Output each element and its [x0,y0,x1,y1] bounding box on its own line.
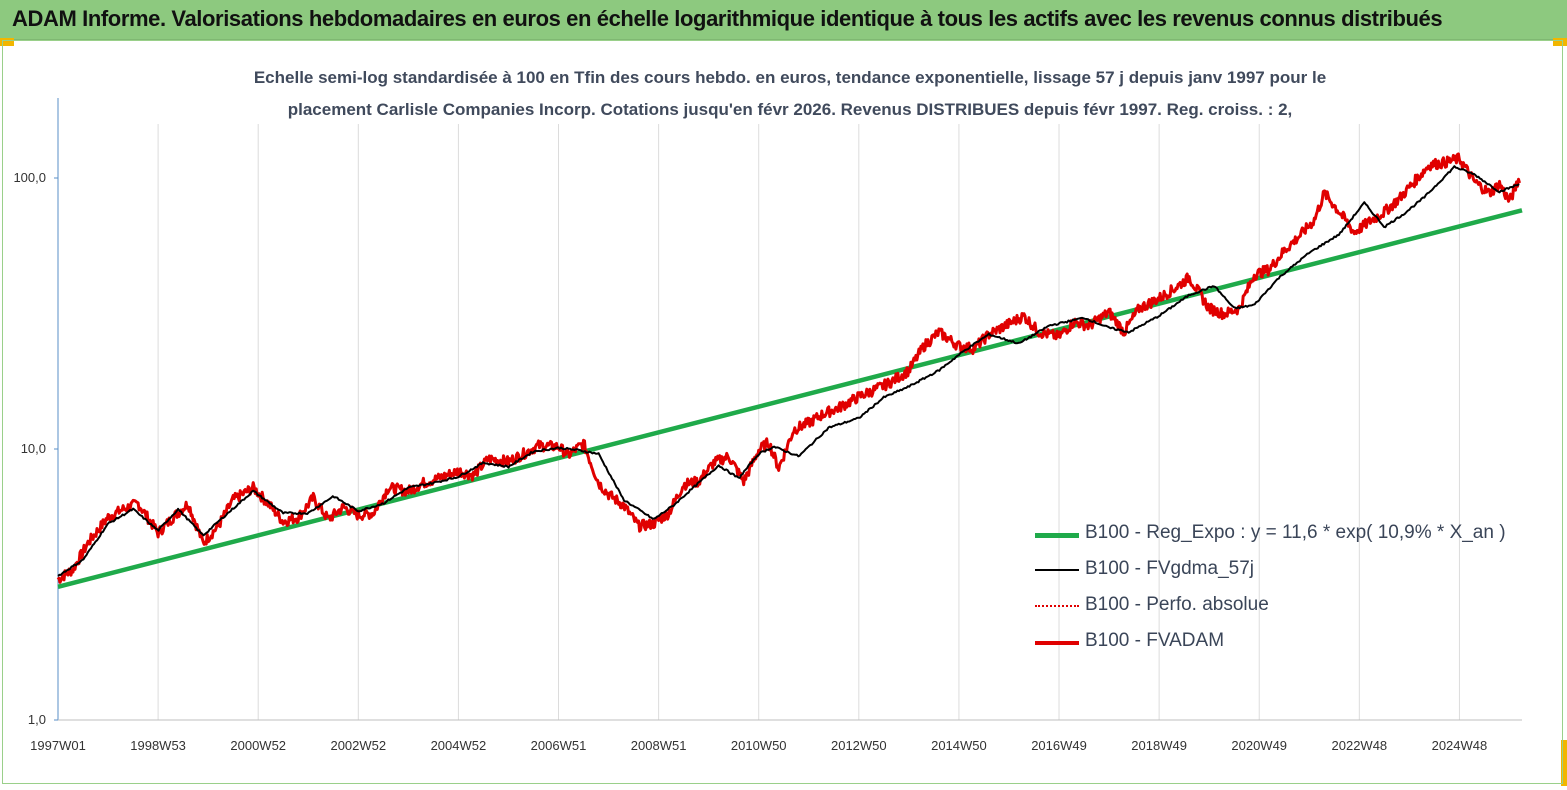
legend-swatch-smoothed [1035,569,1079,571]
legend-label-regression: B100 - Reg_Expo : y = 11,6 * exp( 10,9% … [1085,522,1506,543]
x-tick-label: 2002W52 [330,738,386,753]
y-tick-label: 10,0 [21,441,46,456]
legend-item-fvadam: B100 - FVADAM [1035,628,1505,664]
corner-marker-bottom-right [1561,740,1567,786]
x-tick-label: 2004W52 [431,738,487,753]
x-tick-label: 2008W51 [631,738,687,753]
x-tick-label: 2010W50 [731,738,787,753]
chart-title-line-1: Echelle semi-log standardisée à 100 en T… [253,68,1327,87]
x-tick-label: 1998W53 [130,738,186,753]
y-tick-label: 1,0 [28,712,46,727]
x-tick-label: 2012W50 [831,738,887,753]
legend-swatch-fvadam [1035,641,1079,645]
legend-item-absolute: B100 - Perfo. absolue [1035,592,1505,628]
legend: B100 - Reg_Expo : y = 11,6 * exp( 10,9% … [1035,520,1506,664]
series-lines [56,152,1523,590]
x-tick-label: 2020W49 [1231,738,1287,753]
chart-frame [2,40,1563,784]
x-tick-label: 2024W48 [1432,738,1488,753]
fvadam-line [56,152,1521,584]
corner-marker-top-right [1553,38,1567,46]
y-tick-label: 100,0 [13,170,46,185]
smoothed-line [57,165,1520,577]
regression-line [57,208,1523,590]
x-tick-label: 2006W51 [531,738,587,753]
header-banner: ADAM Informe. Valorisations hebdomadaire… [0,0,1567,40]
x-tick-label: 2000W52 [230,738,286,753]
legend-item-regression: B100 - Reg_Expo : y = 11,6 * exp( 10,9% … [1035,520,1506,556]
legend-label-absolute: B100 - Perfo. absolue [1085,594,1269,615]
x-tick-label: 2018W49 [1131,738,1187,753]
legend-swatch-regression [1035,533,1079,538]
x-tick-label: 2014W50 [931,738,987,753]
legend-item-smoothed: B100 - FVgdma_57j [1035,556,1505,592]
corner-marker-top-left [0,38,14,46]
report-title: ADAM Informe. Valorisations hebdomadaire… [12,6,1443,31]
axes: 1997W01 1998W53 2000W52 2002W52 2004W52 2006W… [13,98,1522,753]
legend-swatch-absolute [1035,605,1079,607]
x-tick-label: 1997W01 [30,738,86,753]
x-tick-label: 2016W49 [1031,738,1087,753]
legend-label-fvadam: B100 - FVADAM [1085,630,1225,651]
legend-label-smoothed: B100 - FVgdma_57j [1085,558,1254,579]
chart-title-line-2: placement Carlisle Companies Incorp. Cot… [287,100,1293,119]
x-tick-label: 2022W48 [1332,738,1388,753]
